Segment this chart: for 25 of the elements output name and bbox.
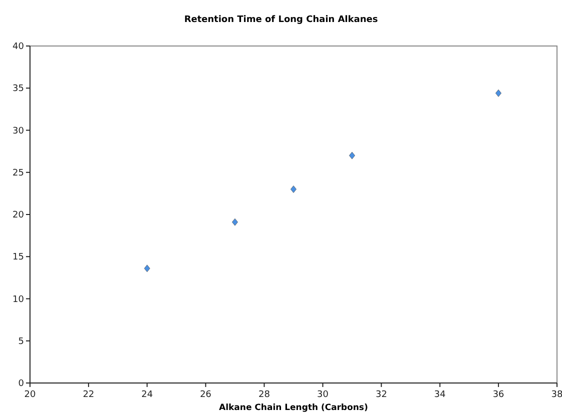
x-tick-label: 30 bbox=[317, 390, 329, 400]
x-tick-label: 28 bbox=[258, 390, 270, 400]
point bbox=[495, 89, 502, 97]
point bbox=[144, 264, 150, 272]
point bbox=[232, 218, 238, 226]
chart-title: Retention Time of Long Chain Alkanes bbox=[184, 15, 378, 25]
y-tick-label: 25 bbox=[12, 168, 24, 178]
x-tick-label: 24 bbox=[141, 390, 154, 400]
y-tick-label: 10 bbox=[12, 294, 24, 305]
y-tick-label: 20 bbox=[12, 210, 24, 220]
y-tick-label: 40 bbox=[12, 42, 24, 52]
point bbox=[290, 186, 296, 193]
x-tick-label: 22 bbox=[82, 390, 94, 400]
x-tick-label: 34 bbox=[434, 390, 446, 400]
x-tick-label: 32 bbox=[376, 390, 388, 400]
y-tick-label: 15 bbox=[12, 252, 24, 263]
x-tick-label: 36 bbox=[492, 390, 504, 400]
x-tick-label: 38 bbox=[551, 390, 562, 400]
x-tick-label: 26 bbox=[200, 390, 212, 400]
y-tick-label: 5 bbox=[18, 336, 24, 347]
point bbox=[349, 152, 356, 160]
y-tick-label: 30 bbox=[12, 126, 24, 136]
x-axis-title: Alkane Chain Length (Carbons) bbox=[219, 403, 368, 413]
y-tick-label: 0 bbox=[18, 379, 24, 389]
y-tick-label: 35 bbox=[12, 84, 24, 94]
